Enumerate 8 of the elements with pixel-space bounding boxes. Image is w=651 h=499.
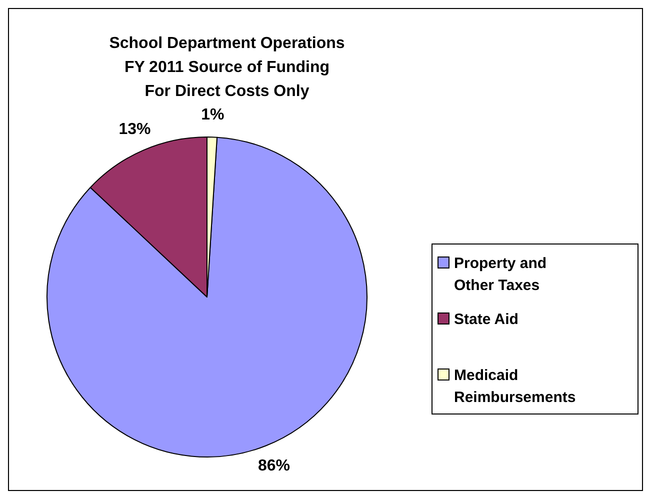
legend-label: State Aid — [454, 311, 518, 328]
data-label: 86% — [258, 457, 290, 474]
chart-title: School Department Operations FY 2011 Source of Funding For Direct Costs Only — [109, 35, 345, 100]
legend-label: Property and Other Taxes — [454, 255, 547, 294]
legend-label: Medicaid Reimbursements — [454, 367, 576, 406]
data-label: 13% — [118, 121, 151, 138]
pie-slice — [46, 136, 368, 458]
data-label: 1% — [201, 106, 224, 124]
